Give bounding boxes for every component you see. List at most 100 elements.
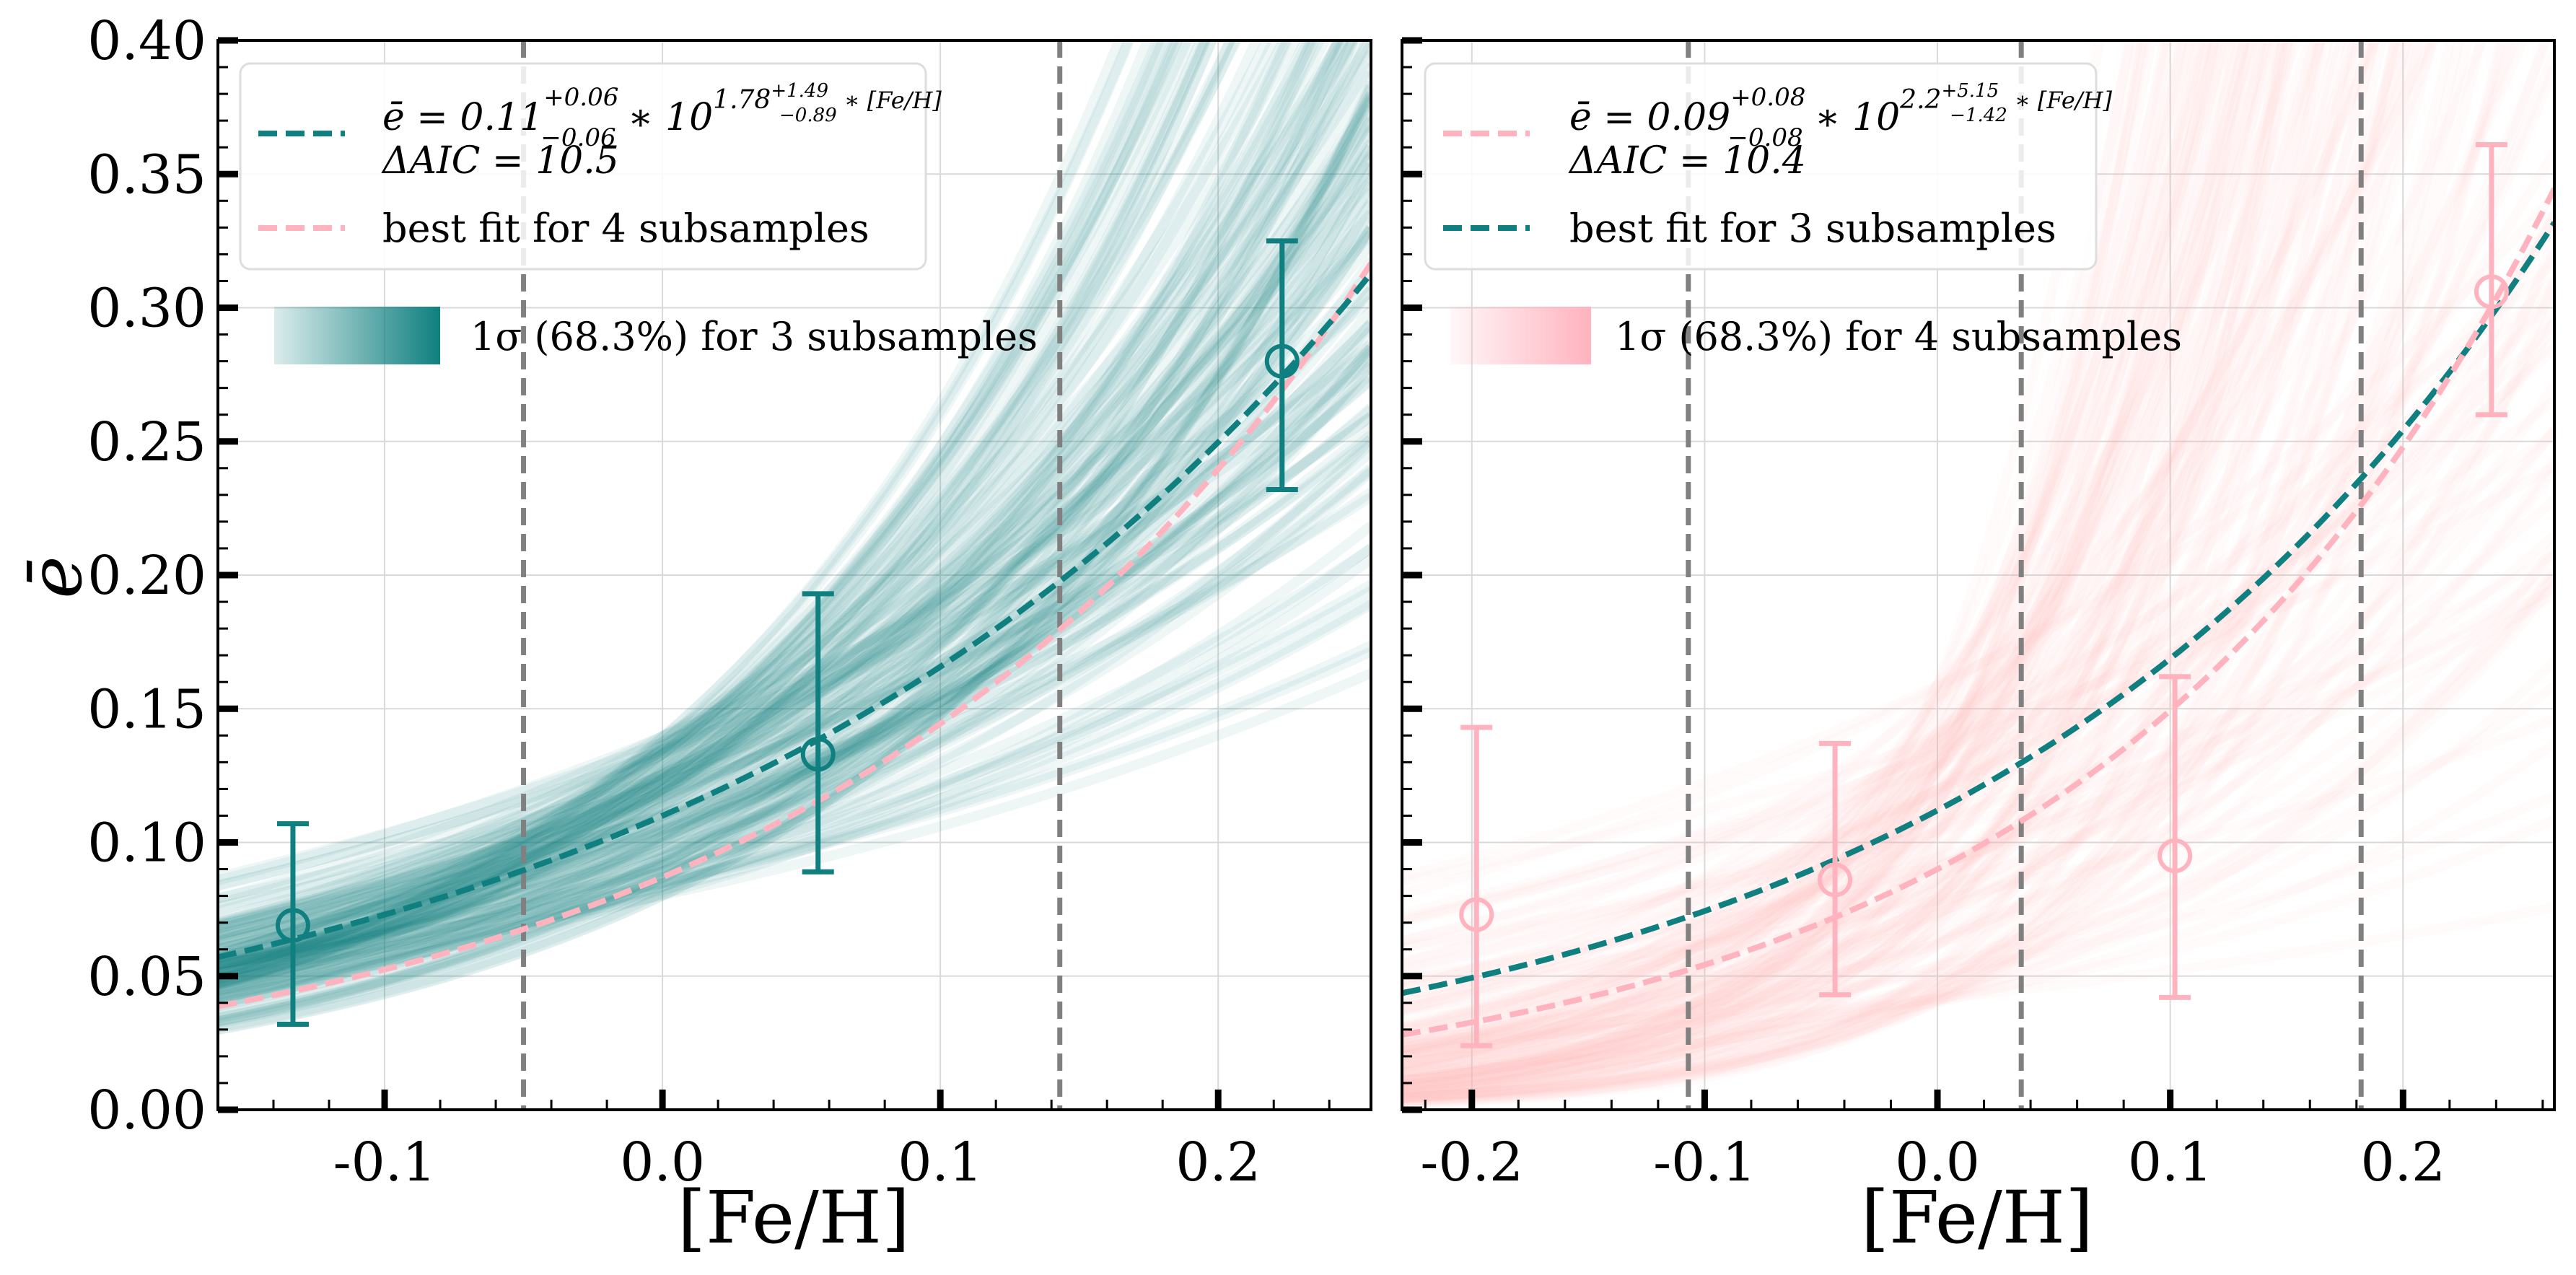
sigma-sample-curve [1402,40,2220,1070]
sigma-sample-curve [1402,40,2365,1045]
sigma-sample-curve [218,40,1187,968]
sigma-sample-curve [1402,40,2189,1088]
sigma-sample-curve [1402,40,2271,1059]
sigma-sample-curve [1402,40,2170,1090]
other-fit-curve [1402,221,2554,996]
y-tick-label: 0.30 [87,278,206,340]
sigma-sample-curve [218,430,1371,949]
sigma-sample-curve [1402,40,2147,1100]
sigma-sample-curve [218,209,1371,916]
sigma-sample-curve [218,104,1371,979]
sigma-sample-curve [218,127,1371,994]
sigma-sample-curve [218,597,1371,978]
right-legend-other-label: best fit for 3 subsamples [1569,206,2056,251]
sigma-sample-curve [218,95,1371,1023]
sigma-sample-curve [1402,40,2251,1069]
sigma-sample-curve [218,412,1371,903]
sigma-sample-curve [218,40,1371,929]
sigma-sample-curve [1402,657,2554,1081]
sigma-sample-curve [218,357,1371,890]
sigma-sample-curve [218,198,1371,978]
left-points [275,238,1300,1027]
sigma-sample-curve [218,286,1371,978]
sigma-sample-curve [1402,40,2326,1070]
sigma-sample-curve [1402,40,2456,1103]
sigma-sample-curve [218,93,1371,985]
sigma-sample-curve [218,377,1371,926]
y-tick-label: 0.35 [87,144,206,206]
sigma-sample-curve [218,177,1371,904]
sigma-sample-curve [218,405,1371,942]
sigma-sample-curve [218,40,1358,960]
left-legend-other-label: best fit for 4 subsamples [382,206,869,251]
sigma-sample-curve [1402,40,2274,1100]
sigma-sample-curve [218,161,1371,974]
sigma-sample-curve [218,91,1371,958]
other-fit-curve [218,261,1371,1009]
sigma-sample-curve [218,50,1371,964]
right-sigma-band [1402,40,2554,1109]
sigma-sample-curve [1402,40,2289,1103]
sigma-sample-curve [218,40,1317,1027]
sigma-sample-curve [218,40,1125,982]
sigma-sample-curve [1402,51,2554,1053]
sigma-sample-curve [218,40,1349,939]
sigma-sample-curve [218,40,1262,984]
sigma-sample-curve [1402,40,2473,1103]
sigma-sample-curve [218,339,1371,891]
sigma-sample-curve [218,79,1371,1035]
sigma-sample-curve [1402,40,2173,1103]
sigma-sample-curve [1402,40,2183,1078]
sigma-sample-curve [1402,40,2221,1087]
sigma-sample-curve [218,41,1371,955]
sigma-sample-curve [1402,40,2250,1106]
y-tick-label: 0.25 [87,411,206,473]
sigma-sample-curve [218,465,1371,971]
sigma-sample-curve [218,344,1371,965]
sigma-sample-curve [218,375,1371,929]
sigma-sample-curve [218,230,1371,923]
sigma-sample-curve [218,586,1371,969]
sigma-sample-curve [218,226,1371,932]
sigma-sample-curve [218,448,1371,969]
sigma-sample-curve [218,468,1371,986]
sigma-sample-curve [218,40,1154,989]
sigma-sample-curve [218,435,1371,938]
y-tick-label: 0.20 [87,545,206,607]
sigma-sample-curve [1402,40,2316,1032]
sigma-sample-curve [218,362,1371,988]
left-legend-band-label: 1σ (68.3%) for 3 subsamples [470,314,1038,359]
sigma-sample-curve [218,641,1371,970]
sigma-sample-curve [1402,40,2220,1072]
sigma-sample-curve [1402,279,2554,1094]
sigma-sample-curve [1402,40,2105,1095]
sigma-sample-curve [1402,40,2206,1097]
sigma-sample-curve [218,543,1371,989]
right-legend: ē = 0.09+0.08 −0.08 ∗ 102.2+5.15 −1.42 ∗ [… [1424,62,2182,364]
sigma-sample-curve [1402,791,2554,1048]
sigma-sample-curve [218,124,1371,1012]
sigma-sample-curve [218,150,1371,1002]
sigma-sample-curve [1402,40,2250,1077]
x-tick-label: 0.0 [620,1131,705,1193]
sigma-sample-curve [1402,40,2173,1072]
sigma-sample-curve [1402,40,2137,1082]
sigma-sample-curve [1402,40,2380,1086]
right-legend-aic: ΔAIC = 10.4 [1568,139,1806,183]
main-fit-curve [1402,187,2554,1038]
sigma-sample-curve [218,97,1371,946]
sigma-sample-curve [218,40,1273,959]
sigma-sample-curve [1402,40,2236,1087]
left-fit-curves [218,261,1371,1009]
y-tick-label: 0.15 [87,678,206,740]
sigma-sample-curve [1402,40,2298,1100]
sigma-sample-curve [218,40,1217,1001]
sigma-sample-curve [1402,40,2400,1105]
sigma-sample-curve [218,369,1371,963]
sigma-sample-curve [218,40,1292,1005]
sigma-sample-curve [218,668,1371,978]
sigma-sample-curve [1402,902,2554,1050]
sigma-sample-curve [218,113,1371,950]
sigma-sample-curve [1402,40,2423,1016]
right-x-axis-label: [Fe/H] [1861,1175,2093,1260]
